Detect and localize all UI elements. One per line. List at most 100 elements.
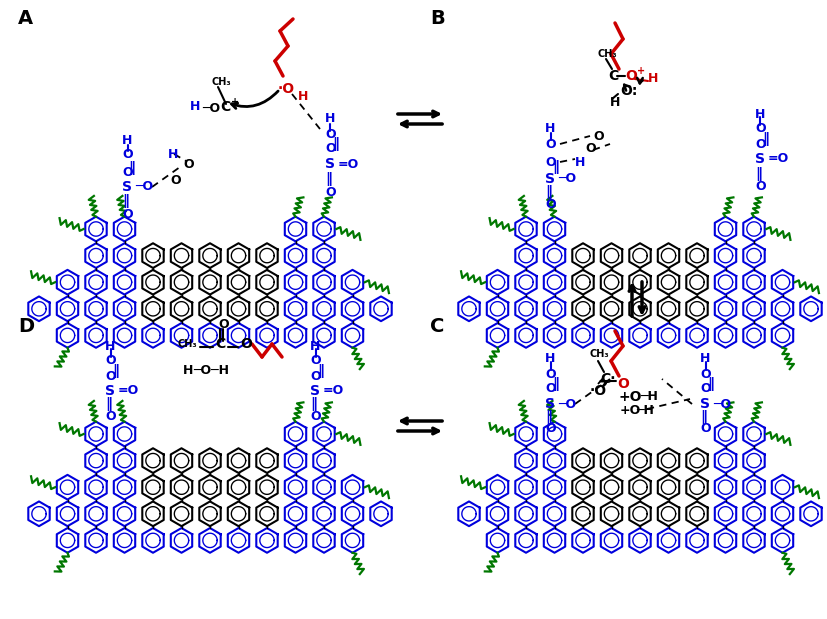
Text: C: C <box>608 69 619 83</box>
Text: O: O <box>625 69 637 83</box>
Text: O: O <box>170 175 180 188</box>
Text: A: A <box>18 9 33 28</box>
Text: O: O <box>545 368 556 381</box>
Text: ‖: ‖ <box>128 161 135 175</box>
Text: O: O <box>545 383 556 396</box>
Text: ‖: ‖ <box>755 167 762 181</box>
Text: +: + <box>637 66 645 76</box>
Text: H: H <box>755 108 765 121</box>
Text: ─O: ─O <box>713 397 731 410</box>
Text: ‖: ‖ <box>762 132 769 146</box>
Text: O: O <box>105 370 116 383</box>
Text: ‖: ‖ <box>325 172 332 186</box>
Text: H: H <box>575 155 586 168</box>
Text: CH₃: CH₃ <box>178 339 198 349</box>
Text: O: O <box>105 355 116 368</box>
Text: O:: O: <box>620 84 638 98</box>
Text: ‖: ‖ <box>552 377 559 391</box>
Text: O: O <box>240 337 252 351</box>
Text: O: O <box>310 355 321 368</box>
Text: O: O <box>545 137 556 150</box>
Text: H: H <box>545 123 556 136</box>
Text: ‖: ‖ <box>332 137 339 151</box>
Text: H: H <box>700 352 710 365</box>
Text: B: B <box>430 9 445 28</box>
Text: D: D <box>18 318 34 337</box>
Text: O: O <box>310 410 321 423</box>
Text: =O: =O <box>323 384 344 397</box>
Text: O: O <box>755 181 766 194</box>
Text: ·O: ·O <box>278 82 295 96</box>
Text: ‖: ‖ <box>552 160 559 174</box>
Text: ─O─H: ─O─H <box>193 365 229 378</box>
Text: O: O <box>325 186 336 199</box>
Text: ‖: ‖ <box>310 397 317 411</box>
Text: ·O: ·O <box>590 384 607 398</box>
Text: =O: =O <box>768 152 789 165</box>
Text: O: O <box>310 370 321 383</box>
Text: H: H <box>325 113 336 126</box>
Text: C: C <box>220 100 230 114</box>
Text: H: H <box>168 147 179 160</box>
Text: CH₃: CH₃ <box>590 349 609 359</box>
Text: H: H <box>105 339 116 352</box>
Text: O: O <box>700 383 710 396</box>
Text: ─O: ─O <box>135 181 153 194</box>
Text: ‖: ‖ <box>545 410 552 424</box>
Text: ‖: ‖ <box>700 410 707 424</box>
Text: +O: +O <box>618 390 642 404</box>
Text: CH₃: CH₃ <box>212 77 232 87</box>
Text: ─O: ─O <box>202 103 220 116</box>
Text: ‖: ‖ <box>105 397 112 411</box>
Text: O: O <box>545 155 556 168</box>
Text: CH₃: CH₃ <box>597 49 617 59</box>
Text: =O: =O <box>118 384 139 397</box>
Text: O: O <box>183 157 194 170</box>
Text: H: H <box>610 95 620 108</box>
Text: ─O: ─O <box>558 173 576 186</box>
Text: ─H: ─H <box>636 404 654 417</box>
Text: S: S <box>755 152 765 166</box>
Text: O: O <box>755 123 766 136</box>
Text: S: S <box>700 397 710 411</box>
Text: H: H <box>183 365 194 378</box>
Text: H: H <box>122 134 132 147</box>
Text: H: H <box>648 72 658 85</box>
Text: O: O <box>545 197 556 210</box>
Text: O: O <box>700 368 710 381</box>
Text: +O: +O <box>620 404 641 417</box>
Text: O: O <box>617 377 629 391</box>
Text: ─O: ─O <box>558 397 576 410</box>
Text: O: O <box>218 318 228 331</box>
Text: S: S <box>325 157 335 171</box>
Text: H: H <box>545 352 556 365</box>
Text: S: S <box>545 397 555 411</box>
Text: O: O <box>122 207 132 220</box>
Text: +: + <box>231 97 239 107</box>
Text: C: C <box>430 318 444 337</box>
Text: S: S <box>105 384 115 398</box>
Text: H: H <box>298 90 308 103</box>
Text: S: S <box>545 172 555 186</box>
Text: S: S <box>122 180 132 194</box>
Text: O: O <box>105 410 116 423</box>
Text: ─H: ─H <box>640 391 657 404</box>
Text: ‖: ‖ <box>112 364 119 378</box>
Text: =O: =O <box>338 157 359 170</box>
Text: O: O <box>700 423 710 436</box>
Text: C: C <box>215 337 225 351</box>
Text: O: O <box>755 137 766 150</box>
Text: ‖: ‖ <box>317 364 324 378</box>
Text: O: O <box>585 142 595 155</box>
Text: O: O <box>325 142 336 155</box>
Text: O: O <box>325 128 336 141</box>
Text: O: O <box>593 129 604 142</box>
Text: ‖: ‖ <box>707 377 714 391</box>
Text: C·: C· <box>600 372 615 386</box>
Text: ‖: ‖ <box>545 185 552 199</box>
Text: O: O <box>545 423 556 436</box>
Text: H: H <box>310 339 320 352</box>
Text: ‖: ‖ <box>122 194 129 208</box>
Text: O: O <box>122 167 132 180</box>
Text: O: O <box>122 147 132 160</box>
